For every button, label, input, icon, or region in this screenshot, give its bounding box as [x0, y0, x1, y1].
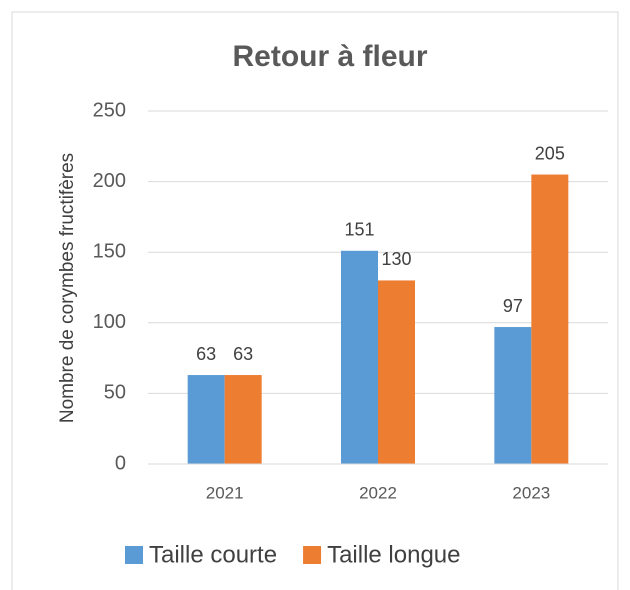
bar — [378, 280, 415, 464]
legend-label: Taille longue — [327, 541, 460, 568]
x-tick-label: 2021 — [206, 483, 244, 502]
y-tick-label: 0 — [115, 452, 126, 474]
y-axis-label: Nombre de corymbes fructifères — [57, 153, 78, 423]
bar — [224, 375, 262, 464]
bar — [531, 174, 569, 465]
x-tick-label: 2023 — [512, 483, 550, 502]
bar — [187, 375, 225, 464]
y-tick-label: 150 — [93, 240, 126, 262]
y-tick-label: 250 — [93, 99, 126, 121]
y-tick-label: 100 — [93, 311, 126, 333]
legend-label: Taille courte — [149, 541, 277, 568]
data-label: 151 — [344, 220, 374, 240]
data-label: 205 — [535, 143, 565, 163]
legend-swatch — [303, 546, 322, 564]
chart-border — [11, 11, 619, 590]
legend-swatch — [125, 546, 143, 564]
y-tick-label: 200 — [93, 170, 126, 192]
bar — [494, 327, 532, 464]
bar — [341, 250, 378, 464]
data-label: 63 — [233, 344, 253, 364]
chart-title: Retour à fleur — [232, 40, 427, 73]
x-tick-label: 2022 — [359, 483, 397, 502]
data-label: 97 — [503, 296, 523, 316]
data-label: 63 — [196, 344, 216, 364]
data-label: 130 — [381, 249, 411, 269]
y-tick-label: 50 — [104, 382, 126, 404]
